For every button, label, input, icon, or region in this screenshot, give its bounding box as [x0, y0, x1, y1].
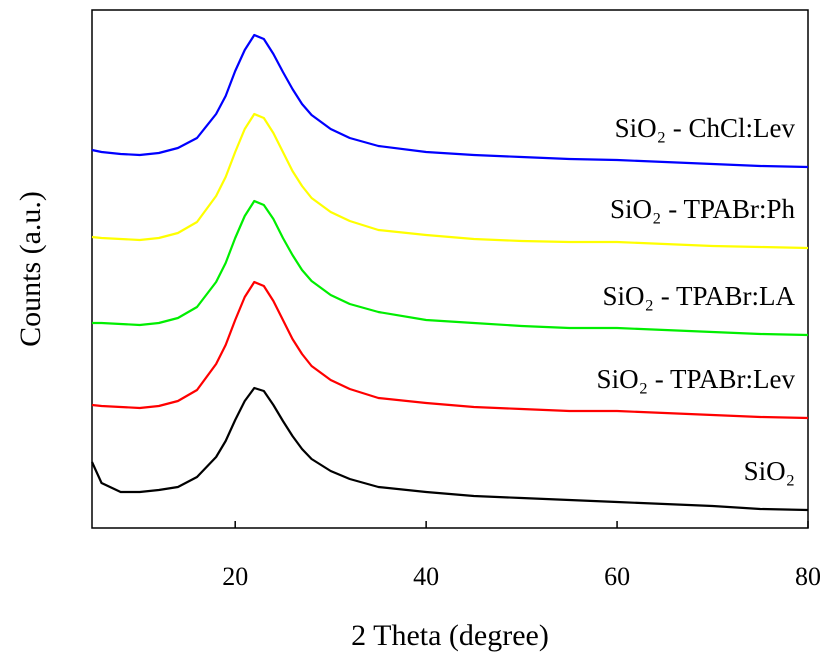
x-axis-title: 2 Theta (degree) — [351, 619, 549, 652]
x-tick-label: 80 — [795, 562, 821, 591]
series-line — [92, 199, 809, 337]
x-tick-label: 20 — [222, 562, 248, 591]
y-axis-title: Counts (a.u.) — [14, 191, 47, 347]
series-line — [91, 280, 809, 420]
series-line — [91, 112, 809, 250]
x-tick-label: 40 — [413, 562, 439, 591]
series-label: SiO₂ - TPABr:Ph — [610, 194, 795, 224]
series-label: SiO₂ - TPABr:LA — [603, 281, 796, 311]
series-label: SiO₂ - TPABr:Lev — [597, 364, 796, 394]
series-label: SiO₂ - ChCl:Lev — [615, 113, 796, 143]
x-tick-label: 60 — [604, 562, 630, 591]
series-label: SiO₂ — [744, 456, 795, 486]
plot-frame — [91, 9, 809, 529]
series-line — [91, 33, 809, 169]
series-line — [90, 386, 809, 512]
